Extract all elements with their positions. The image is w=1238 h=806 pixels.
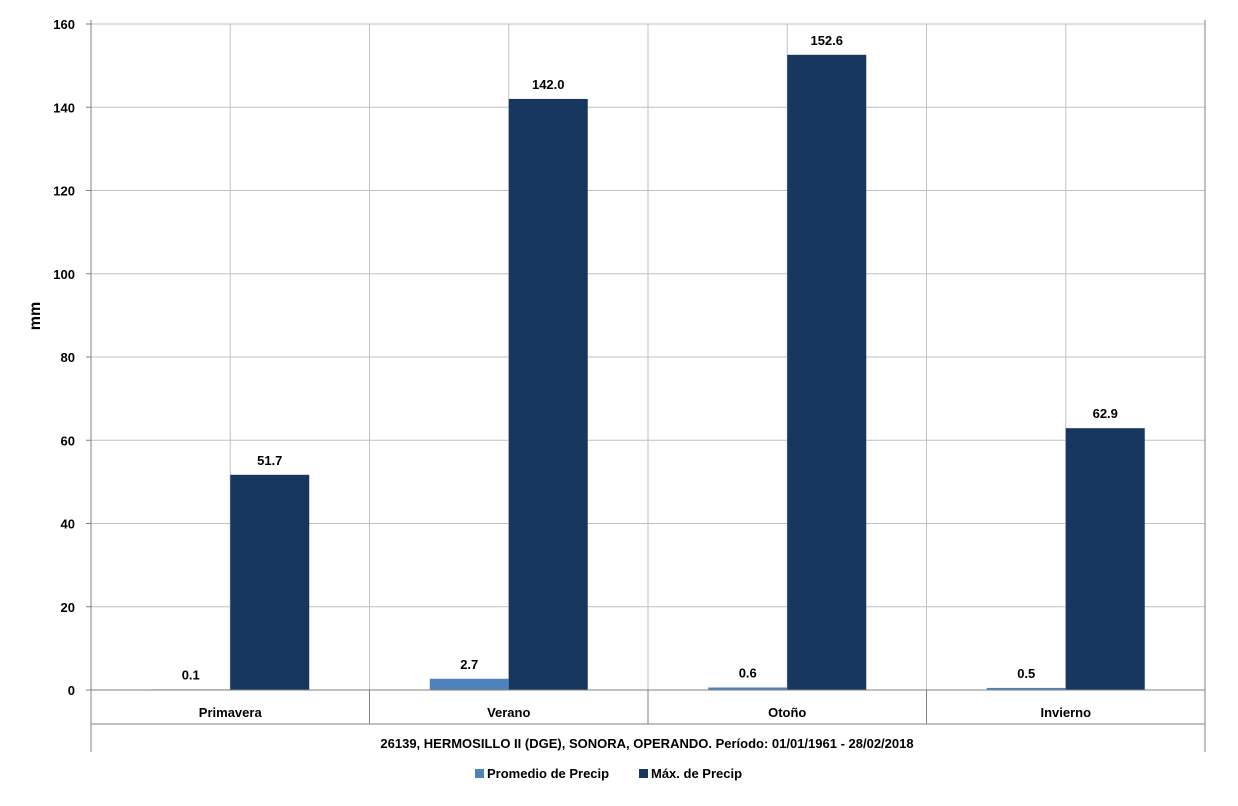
legend-label: Máx. de Precip — [651, 766, 742, 781]
bar-promedio — [708, 687, 788, 690]
bar-promedio — [986, 687, 1066, 690]
data-label: 2.7 — [460, 657, 478, 672]
x-tick-label: Invierno — [1040, 705, 1091, 720]
data-label: 0.6 — [739, 666, 757, 681]
y-tick-label: 120 — [53, 184, 75, 199]
bar-maximo — [508, 98, 588, 691]
y-tick-label: 80 — [61, 350, 75, 365]
x-tick-label: Verano — [487, 705, 530, 720]
x-tick-label: Primavera — [199, 705, 263, 720]
y-tick-label: 160 — [53, 17, 75, 32]
labels: 0 20 40 60 80 100 120 140 160 0.1 2.7 0.6 0.5 51.7 142… — [53, 17, 1118, 720]
y-tick-label: 60 — [61, 433, 75, 448]
data-label: 62.9 — [1093, 406, 1118, 421]
legend-swatch — [639, 769, 648, 778]
y-tick-label: 140 — [53, 100, 75, 115]
y-tick-label: 100 — [53, 267, 75, 282]
data-label: 152.6 — [810, 33, 843, 48]
data-label: 0.5 — [1017, 666, 1035, 681]
bar-promedio — [429, 678, 509, 690]
legend: Promedio de Precip Máx. de Precip — [475, 766, 742, 781]
legend-label: Promedio de Precip — [487, 766, 609, 781]
bar-maximo — [787, 54, 867, 691]
y-tick-label: 0 — [68, 683, 75, 698]
x-tick-label: Otoño — [768, 705, 806, 720]
y-axis-label: mm — [27, 302, 44, 330]
x-axis-label: 26139, HERMOSILLO II (DGE), SONORA, OPER… — [380, 736, 913, 751]
y-tick-label: 20 — [61, 600, 75, 615]
data-label: 142.0 — [532, 77, 565, 92]
legend-swatch — [475, 769, 484, 778]
data-label: 51.7 — [257, 453, 282, 468]
bar-maximo — [1065, 428, 1145, 690]
data-label: 0.1 — [182, 667, 200, 682]
bars — [151, 54, 1145, 691]
y-tick-label: 40 — [61, 517, 75, 532]
axes — [86, 20, 1206, 752]
bar-maximo — [230, 474, 310, 690]
